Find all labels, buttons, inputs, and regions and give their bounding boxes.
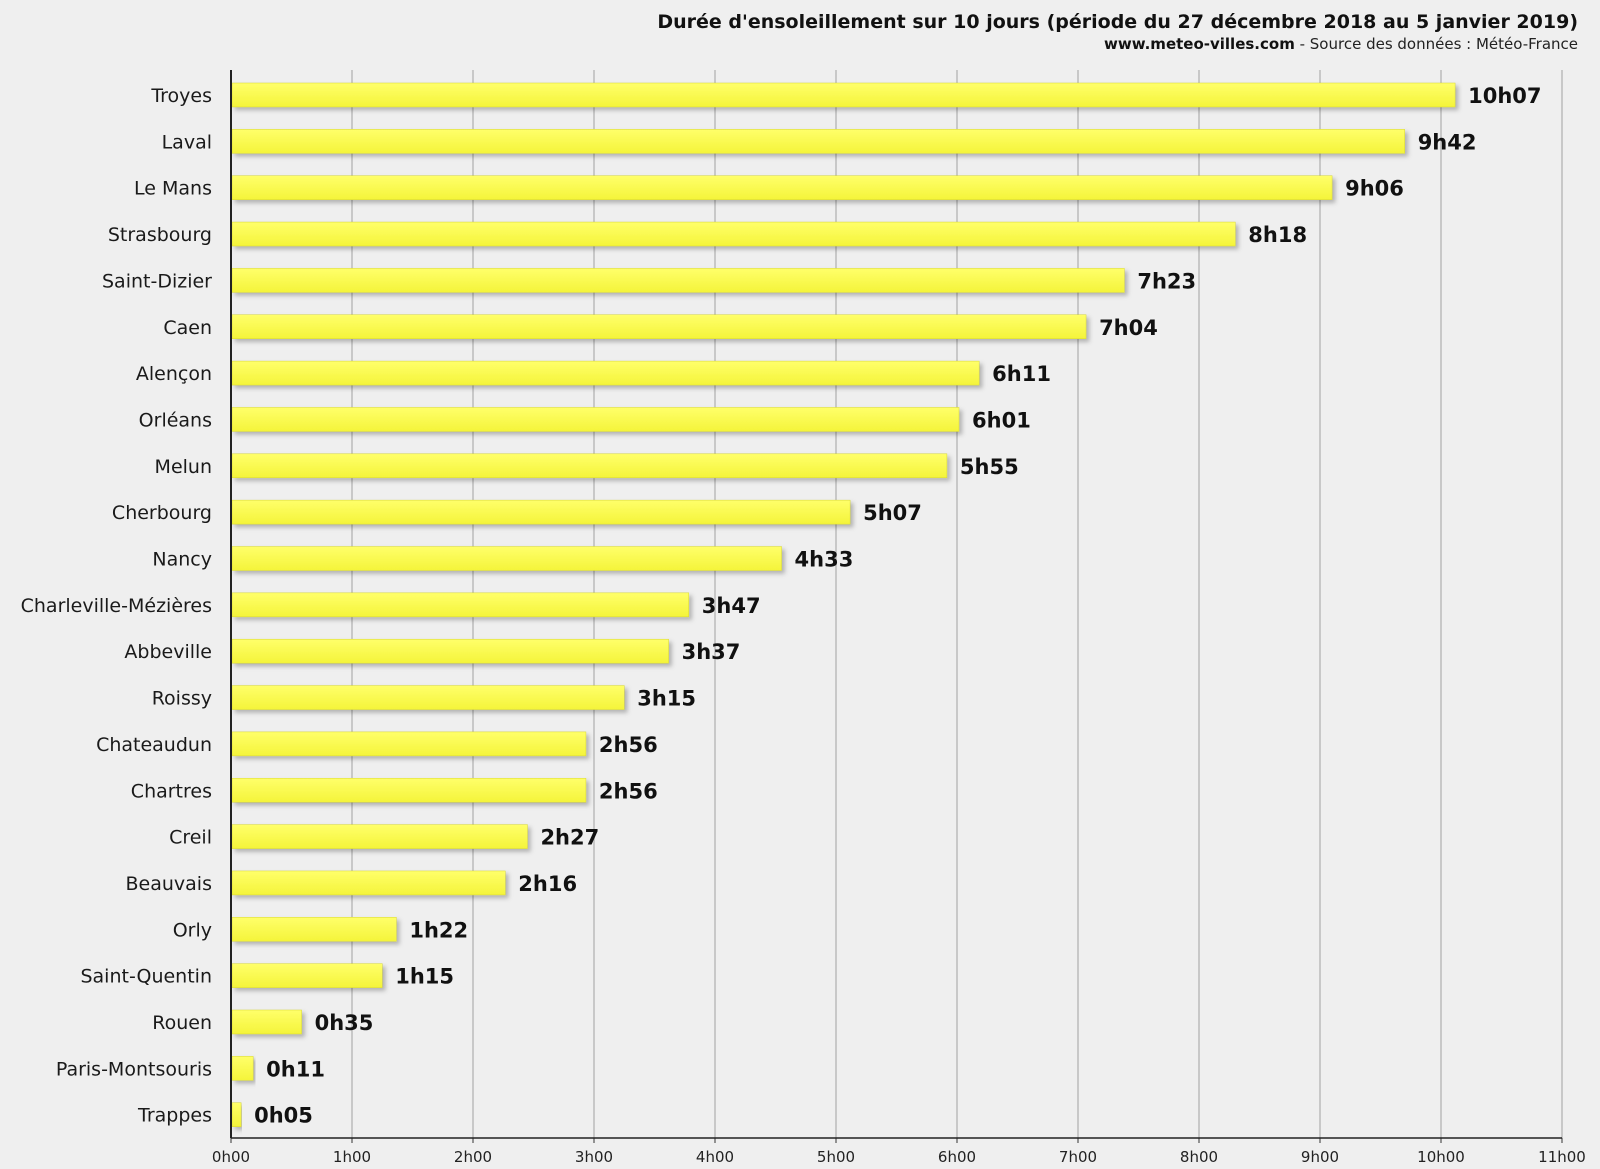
value-label: 2h16 bbox=[518, 872, 577, 896]
gridlines bbox=[351, 70, 1563, 1138]
bar-alen-on bbox=[231, 360, 980, 386]
category-label: Rouen bbox=[152, 1012, 212, 1034]
category-label: Chateaudun bbox=[96, 734, 212, 756]
x-tick-label: 8h00 bbox=[1180, 1148, 1218, 1166]
bar-trappes bbox=[231, 1102, 242, 1127]
bar-chateaudun bbox=[231, 731, 587, 757]
value-label: 3h15 bbox=[637, 687, 696, 711]
value-label: 0h35 bbox=[315, 1011, 374, 1035]
x-tick-label: 10h00 bbox=[1417, 1148, 1465, 1166]
bar-melun bbox=[231, 453, 948, 479]
x-tick-label: 7h00 bbox=[1059, 1148, 1097, 1166]
bar-troyes bbox=[231, 82, 1456, 108]
value-label: 9h06 bbox=[1345, 177, 1404, 201]
value-label: 9h42 bbox=[1418, 130, 1477, 154]
value-label: 3h47 bbox=[702, 594, 761, 618]
site-name: www.meteo-villes.com bbox=[1104, 35, 1295, 53]
value-label: 1h15 bbox=[395, 965, 454, 989]
bar-caen bbox=[231, 314, 1087, 339]
bar-beauvais bbox=[231, 870, 506, 896]
value-label: 10h07 bbox=[1468, 84, 1541, 108]
x-tick-label: 2h00 bbox=[454, 1148, 492, 1166]
category-label: Orléans bbox=[139, 409, 212, 431]
axes: 0h00 1h00 2h00 3h00 4h00 5h00 6h00 7h00 8h00 9h00… bbox=[21, 70, 1586, 1166]
category-label: Cherbourg bbox=[112, 502, 212, 524]
category-label: Troyes bbox=[150, 85, 212, 107]
bar-creil bbox=[231, 824, 528, 849]
value-label: 5h55 bbox=[960, 455, 1019, 479]
x-tick-label: 11h00 bbox=[1538, 1148, 1586, 1166]
bar-cherbourg bbox=[231, 499, 851, 525]
x-tick-label: 5h00 bbox=[817, 1148, 855, 1166]
value-label: 2h56 bbox=[599, 733, 658, 757]
bar-paris-montsouris bbox=[231, 1056, 254, 1081]
x-tick-label: 9h00 bbox=[1301, 1148, 1339, 1166]
category-label: Alençon bbox=[136, 363, 212, 385]
bar-abbeville bbox=[231, 638, 669, 664]
value-label: 6h11 bbox=[992, 362, 1051, 386]
value-label: 4h33 bbox=[795, 548, 854, 572]
bars bbox=[231, 82, 1456, 1127]
value-label: 5h07 bbox=[863, 501, 922, 525]
chart-title: Durée d'ensoleillement sur 10 jours (pér… bbox=[657, 11, 1578, 33]
category-label: Nancy bbox=[152, 549, 212, 571]
category-label: Orly bbox=[173, 919, 212, 941]
chart-subtitle: www.meteo-villes.com - Source des donnée… bbox=[1104, 35, 1578, 53]
x-tick-label: 3h00 bbox=[575, 1148, 613, 1166]
bar-charleville-m-zi-res bbox=[231, 592, 690, 618]
bar-strasbourg bbox=[231, 221, 1236, 247]
category-label: Saint-Dizier bbox=[102, 270, 212, 292]
bar-saint-quentin bbox=[231, 963, 383, 988]
value-label: 0h11 bbox=[266, 1057, 325, 1081]
category-label: Abbeville bbox=[124, 641, 212, 663]
category-label: Caen bbox=[163, 317, 212, 339]
category-label: Le Mans bbox=[134, 178, 212, 200]
data-source: - Source des données : Météo-France bbox=[1295, 35, 1578, 53]
value-label: 1h22 bbox=[409, 918, 468, 942]
bar-laval bbox=[231, 129, 1405, 154]
bar-orl-ans bbox=[231, 407, 960, 432]
category-label: Strasbourg bbox=[108, 224, 212, 246]
category-label: Laval bbox=[162, 131, 212, 153]
value-label: 7h04 bbox=[1099, 316, 1158, 340]
x-tick-label: 6h00 bbox=[938, 1148, 976, 1166]
value-label: 3h37 bbox=[682, 640, 741, 664]
value-label: 2h27 bbox=[540, 826, 599, 850]
bar-nancy bbox=[231, 546, 782, 571]
category-label: Paris-Montsouris bbox=[56, 1058, 212, 1080]
value-label: 8h18 bbox=[1248, 223, 1307, 247]
category-label: Beauvais bbox=[126, 873, 212, 895]
bar-saint-dizier bbox=[231, 268, 1125, 293]
category-label: Roissy bbox=[152, 688, 212, 710]
bar-le-mans bbox=[231, 175, 1333, 200]
bar-chartres bbox=[231, 778, 587, 803]
value-label: 2h56 bbox=[599, 779, 658, 803]
x-tick-label: 4h00 bbox=[696, 1148, 734, 1166]
value-label: 0h05 bbox=[254, 1104, 313, 1128]
value-label: 6h01 bbox=[972, 408, 1031, 432]
value-label: 7h23 bbox=[1137, 269, 1196, 293]
category-label: Melun bbox=[155, 456, 212, 478]
x-tick-label: 1h00 bbox=[333, 1148, 371, 1166]
category-label: Creil bbox=[169, 827, 212, 849]
x-tick-label: 0h00 bbox=[212, 1148, 250, 1166]
category-label: Chartres bbox=[131, 780, 212, 802]
category-label: Saint-Quentin bbox=[80, 966, 212, 988]
category-label: Charleville-Mézières bbox=[21, 595, 212, 617]
bar-roissy bbox=[231, 685, 625, 710]
category-label: Trappes bbox=[137, 1105, 212, 1127]
bar-orly bbox=[231, 917, 397, 942]
bar-rouen bbox=[231, 1009, 302, 1035]
